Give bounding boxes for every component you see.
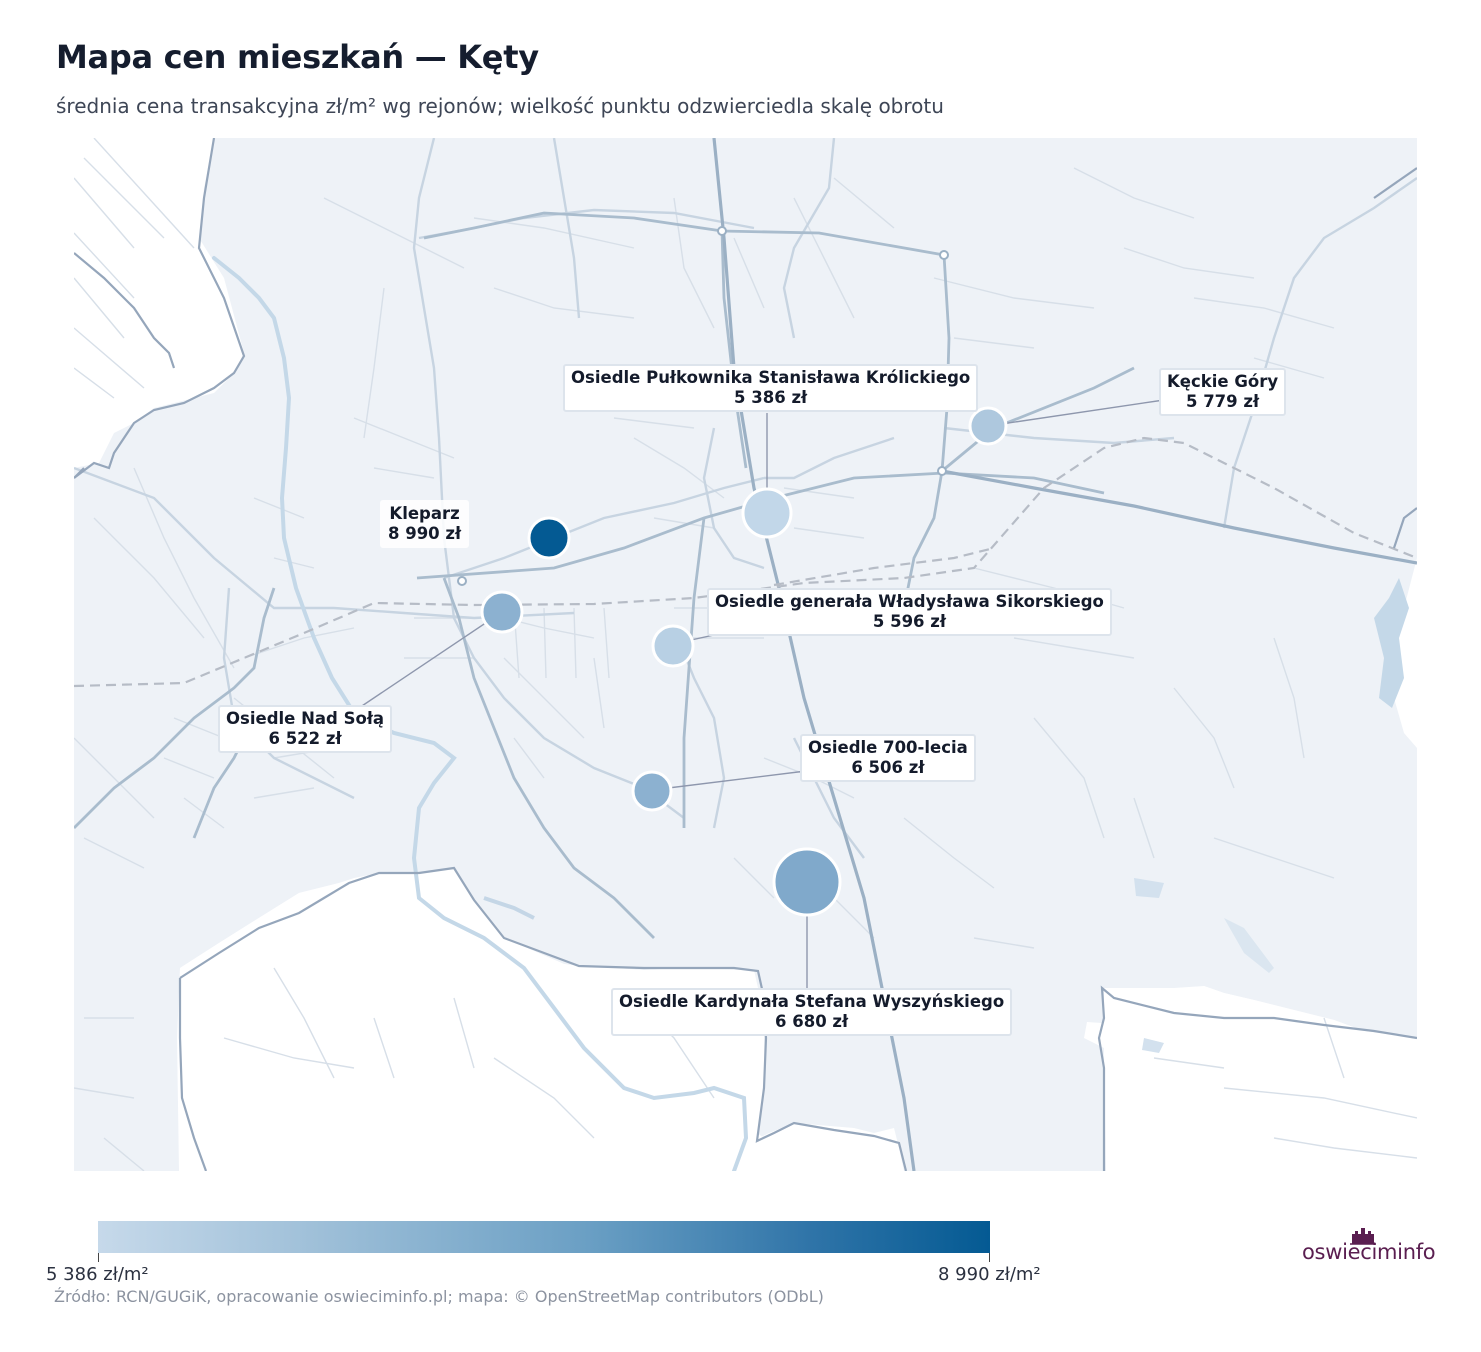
legend-tick-min (98, 1253, 99, 1262)
legend-min-label: 5 386 zł/m² (46, 1264, 149, 1285)
marker-layer (343, 399, 1165, 990)
district-price: 5 386 zł (734, 388, 808, 407)
map-area[interactable]: Osiedle Pułkownika Stanisława Królickieg… (74, 138, 1417, 1171)
legend-tick-max (989, 1253, 990, 1262)
district-name: Kęckie Góry (1167, 372, 1279, 391)
castle-icon (1350, 1228, 1376, 1245)
label-keckie-gory: Kęckie Góry 5 779 zł (1159, 368, 1287, 416)
district-price: 8 990 zł (388, 524, 462, 543)
district-name: Osiedle generała Władysława Sikorskiego (715, 592, 1104, 611)
district-name: Osiedle Kardynała Stefana Wyszyńskiego (619, 992, 1005, 1011)
leader-line-700-lecia (651, 770, 807, 791)
label-nad-sola: Osiedle Nad Sołą 6 522 zł (218, 705, 393, 753)
map-subtitle: średnia cena transakcyjna zł/m² wg rejon… (56, 94, 944, 118)
district-marker[interactable] (968, 406, 1008, 446)
color-scale-bar (98, 1221, 990, 1253)
district-marker[interactable] (772, 847, 842, 917)
map-title: Mapa cen mieszkań — Kęty (56, 38, 539, 76)
label-wyszynskiego: Osiedle Kardynała Stefana Wyszyńskiego 6… (611, 988, 1013, 1036)
district-price: 5 779 zł (1185, 392, 1260, 411)
district-name: Kleparz (389, 504, 460, 523)
district-name: Osiedle 700-lecia (808, 738, 968, 757)
leader-line-keckie-gory (987, 399, 1165, 427)
district-name: Osiedle Nad Sołą (226, 709, 385, 728)
label-krolickiego: Osiedle Pułkownika Stanisława Królickieg… (563, 364, 979, 412)
district-marker[interactable] (480, 590, 524, 634)
district-price: 6 680 zł (775, 1012, 849, 1031)
district-marker[interactable] (527, 516, 571, 560)
label-sikorskiego: Osiedle generała Władysława Sikorskiego … (707, 588, 1112, 636)
district-marker[interactable] (741, 487, 793, 539)
district-marker[interactable] (631, 770, 673, 812)
brand-logo[interactable]: oswieciminfo (1302, 1226, 1442, 1270)
label-700-lecia: Osiedle 700-lecia 6 506 zł (800, 734, 976, 782)
district-price: 6 522 zł (268, 729, 342, 748)
district-marker[interactable] (651, 624, 695, 668)
source-note: Źródło: RCN/GUGiK, opracowanie oswiecimi… (54, 1287, 824, 1306)
brand-logo-text: oswieciminfo (1302, 1240, 1436, 1264)
label-kleparz: Kleparz 8 990 zł (380, 500, 470, 548)
leader-line-nad-sola (343, 611, 503, 719)
district-name: Osiedle Pułkownika Stanisława Królickieg… (571, 368, 971, 387)
city-area (74, 138, 1417, 1171)
district-price: 6 506 zł (851, 758, 925, 777)
map-canvas (74, 138, 1417, 1171)
district-price: 5 596 zł (872, 612, 946, 631)
legend-max-label: 8 990 zł/m² (938, 1264, 1041, 1285)
